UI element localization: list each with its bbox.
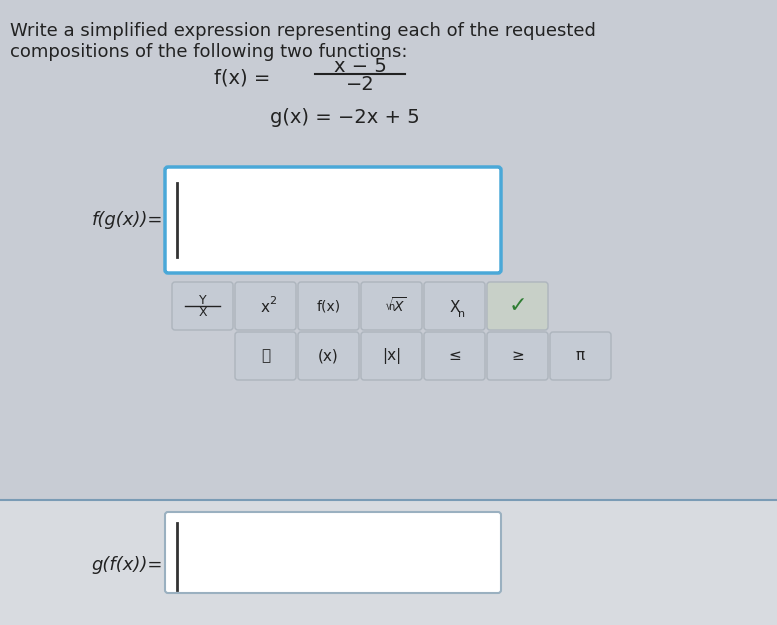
Text: −2: −2 <box>346 74 375 94</box>
FancyBboxPatch shape <box>235 332 296 380</box>
Text: |x|: |x| <box>382 348 401 364</box>
FancyBboxPatch shape <box>550 332 611 380</box>
FancyBboxPatch shape <box>0 0 777 500</box>
Text: n: n <box>388 302 395 312</box>
FancyBboxPatch shape <box>424 332 485 380</box>
Text: f(g(x))=: f(g(x))= <box>92 211 163 229</box>
Text: (x): (x) <box>318 349 339 364</box>
FancyBboxPatch shape <box>172 282 233 330</box>
FancyBboxPatch shape <box>298 282 359 330</box>
Text: f(x): f(x) <box>316 299 340 313</box>
Text: ≥: ≥ <box>511 349 524 364</box>
Text: $\sqrt{X}$: $\sqrt{X}$ <box>384 296 407 316</box>
Text: f(x) =: f(x) = <box>214 69 270 88</box>
FancyBboxPatch shape <box>361 332 422 380</box>
FancyBboxPatch shape <box>361 282 422 330</box>
Text: g(x) = −2x + 5: g(x) = −2x + 5 <box>270 108 420 127</box>
Text: n: n <box>458 309 465 319</box>
Text: Write a simplified expression representing each of the requested
compositions of: Write a simplified expression representi… <box>10 22 596 61</box>
Text: 🗑: 🗑 <box>261 349 270 364</box>
Text: π: π <box>576 349 585 364</box>
Text: g(f(x))=: g(f(x))= <box>92 556 163 574</box>
Text: 2: 2 <box>269 296 276 306</box>
Text: Y: Y <box>199 294 207 308</box>
FancyBboxPatch shape <box>165 512 501 593</box>
FancyBboxPatch shape <box>424 282 485 330</box>
Text: X: X <box>198 306 207 319</box>
FancyBboxPatch shape <box>0 500 777 625</box>
FancyBboxPatch shape <box>235 282 296 330</box>
Text: X: X <box>449 301 460 316</box>
Text: ≤: ≤ <box>448 349 461 364</box>
Text: ✓: ✓ <box>508 296 527 316</box>
FancyBboxPatch shape <box>165 167 501 273</box>
Text: x: x <box>261 301 270 316</box>
FancyBboxPatch shape <box>487 282 548 330</box>
Text: x − 5: x − 5 <box>333 56 386 76</box>
FancyBboxPatch shape <box>298 332 359 380</box>
FancyBboxPatch shape <box>487 332 548 380</box>
